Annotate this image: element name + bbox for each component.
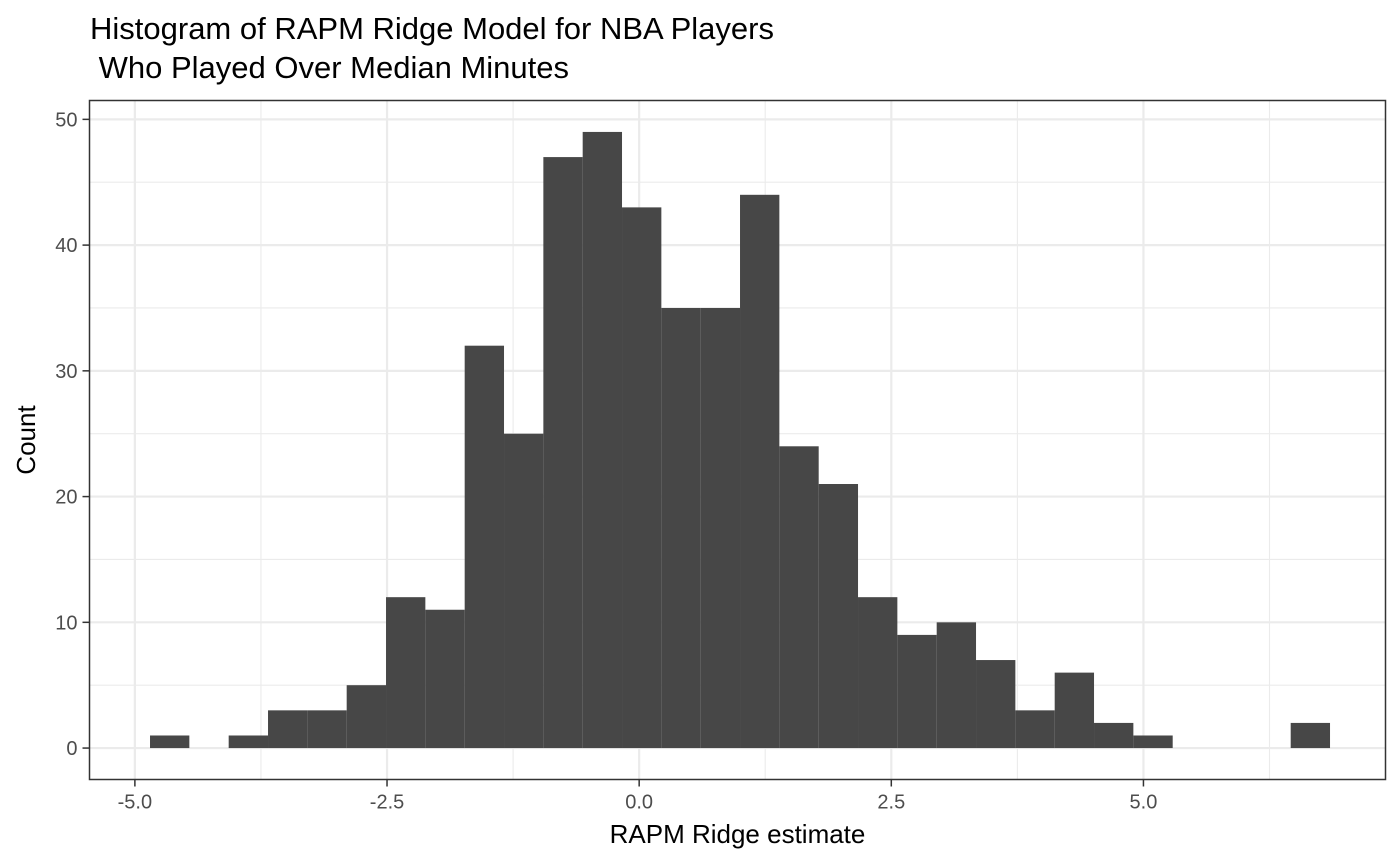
histogram-bar	[779, 446, 819, 749]
histogram-bar	[936, 622, 977, 749]
x-tick-label: 2.5	[877, 792, 905, 814]
histogram-bar	[661, 307, 701, 749]
y-tick-label: 40	[55, 235, 77, 257]
x-axis-title: RAPM Ridge estimate	[610, 819, 866, 849]
histogram-bar	[150, 735, 190, 749]
histogram-bar	[582, 131, 623, 749]
histogram-bar	[818, 484, 859, 749]
histogram-bar	[1054, 672, 1095, 749]
x-tick-label: 0.0	[625, 792, 653, 814]
histogram-bar	[386, 597, 426, 749]
y-axis-title: Count	[11, 405, 41, 475]
y-tick-label: 50	[55, 109, 77, 131]
histogram-bar	[228, 735, 269, 749]
histogram-bar	[858, 597, 898, 749]
axis-ticks: -5.0 -2.5 0.0 2.5 5.0 0 10 20 30 40 50	[55, 109, 1157, 813]
x-tick-label: -2.5	[370, 792, 404, 814]
histogram-bars	[150, 131, 1331, 749]
y-tick-label: 30	[55, 361, 77, 383]
histogram-bar	[425, 609, 465, 749]
histogram-bar	[268, 710, 308, 749]
histogram-bar	[622, 207, 662, 749]
chart-title-line-1: Histogram of RAPM Ridge Model for NBA Pl…	[90, 11, 774, 46]
histogram-bar	[976, 660, 1016, 749]
x-tick-label: 5.0	[1130, 792, 1158, 814]
plot-panel	[88, 99, 1387, 781]
histogram-bar	[1094, 722, 1134, 749]
y-tick-label: 0	[66, 738, 77, 760]
histogram-bar	[504, 433, 544, 749]
histogram-bar	[897, 634, 937, 749]
histogram-bar	[1290, 722, 1331, 749]
chart-title-line-2: Who Played Over Median Minutes	[90, 50, 569, 85]
x-tick-label: -5.0	[118, 792, 152, 814]
y-tick-label: 10	[55, 612, 77, 634]
histogram-bar	[464, 345, 505, 749]
histogram-bar	[1133, 735, 1173, 749]
histogram-bar	[1015, 710, 1055, 749]
histogram-bar	[700, 307, 741, 749]
y-tick-label: 20	[55, 487, 77, 509]
histogram-bar	[307, 710, 347, 749]
histogram-bar	[346, 685, 387, 749]
histogram-bar	[740, 194, 780, 749]
histogram-bar	[543, 157, 583, 749]
